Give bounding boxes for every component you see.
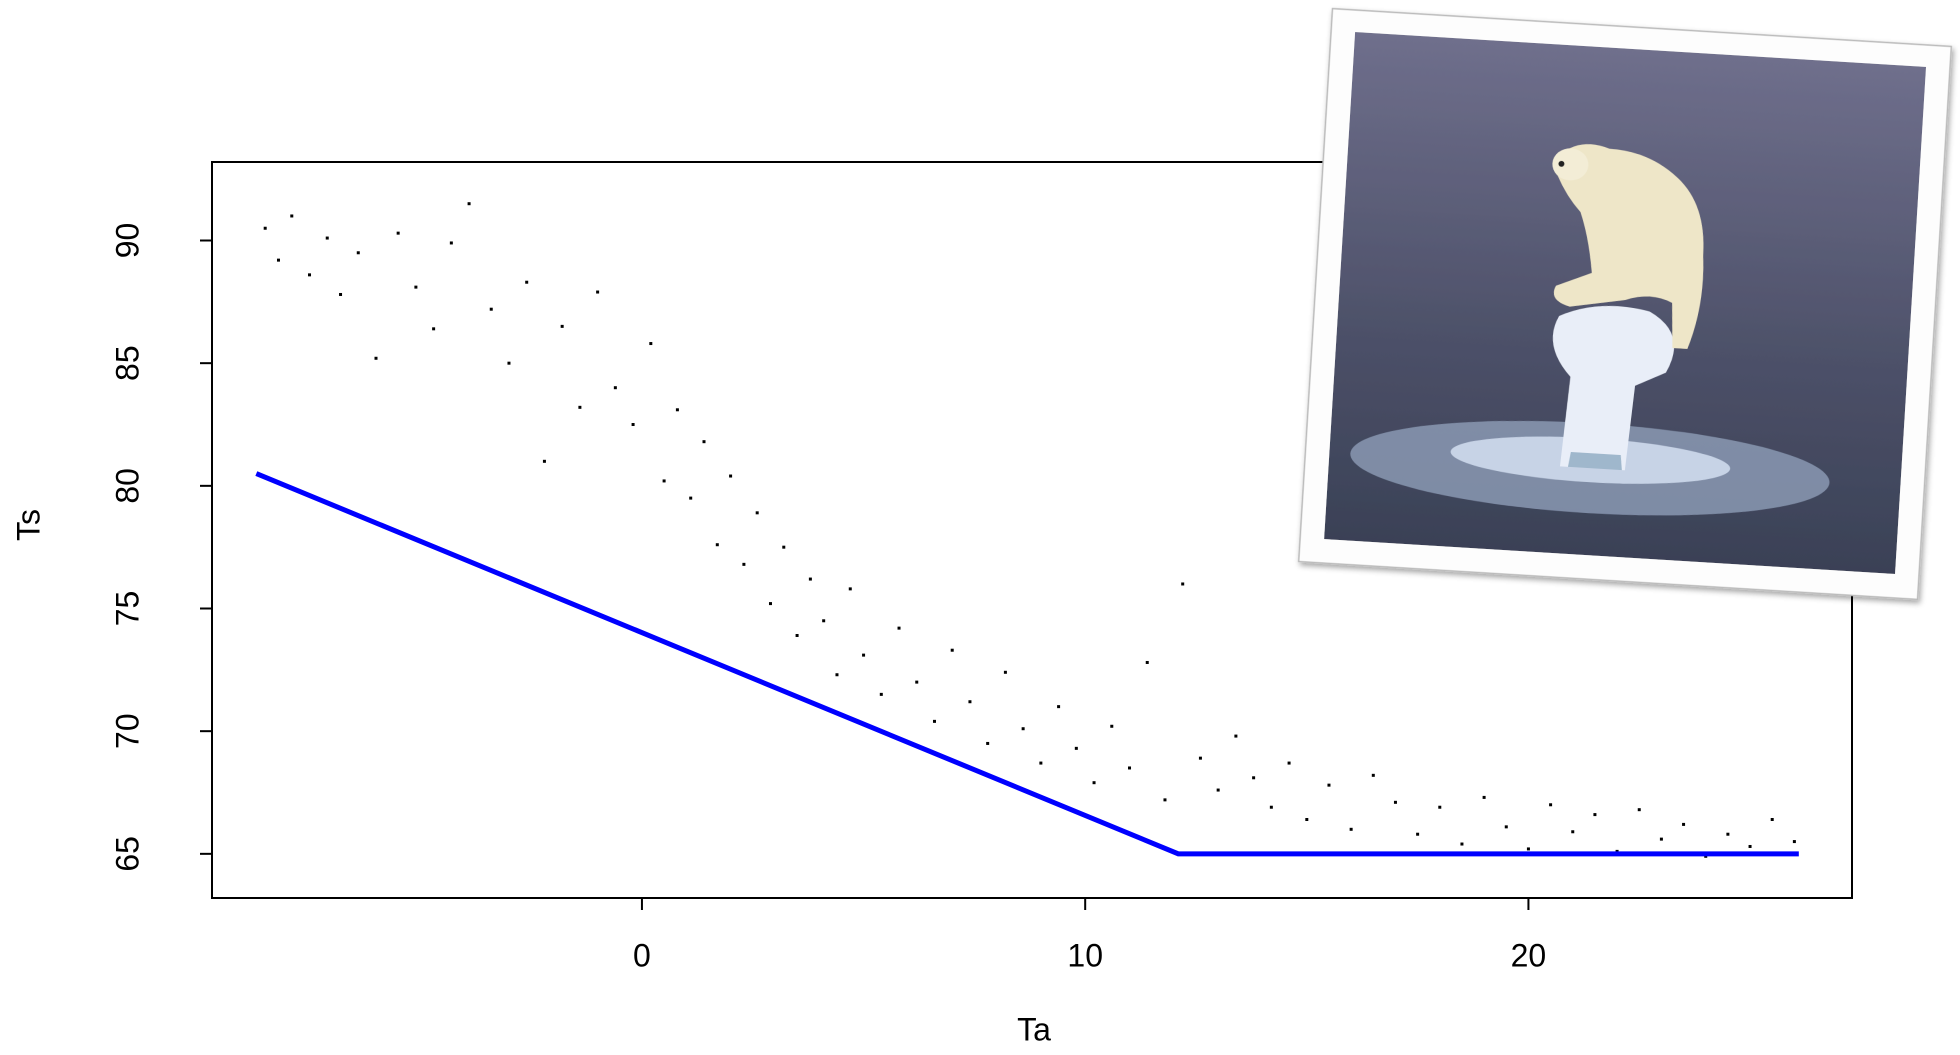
point <box>325 236 329 240</box>
point <box>290 214 294 218</box>
y-tick-label: 90 <box>109 223 145 259</box>
point <box>1181 582 1185 586</box>
point <box>675 408 679 412</box>
point <box>1770 817 1774 821</box>
x-tick-label: 20 <box>1511 937 1547 973</box>
point <box>915 680 919 684</box>
point <box>1092 781 1096 785</box>
point <box>1198 756 1202 760</box>
point <box>1057 705 1061 709</box>
point <box>1305 817 1309 821</box>
point <box>1526 847 1530 851</box>
point <box>339 292 343 296</box>
point <box>795 633 799 637</box>
point <box>1593 813 1597 817</box>
point <box>729 474 733 478</box>
point <box>808 577 812 581</box>
point <box>1287 761 1291 765</box>
point <box>263 226 267 230</box>
point <box>1039 761 1043 765</box>
point <box>768 602 772 606</box>
point <box>662 479 666 483</box>
point <box>1269 805 1273 809</box>
point <box>1504 825 1508 829</box>
point <box>715 543 719 547</box>
point <box>1234 734 1238 738</box>
plot-marks: 0 10 20 65 70 75 80 85 90 <box>109 202 1799 973</box>
y-tick-label: 85 <box>109 345 145 381</box>
point <box>1021 727 1025 731</box>
point <box>1003 670 1007 674</box>
point <box>1163 798 1167 802</box>
point <box>1659 837 1663 841</box>
point <box>897 626 901 630</box>
point <box>702 440 706 444</box>
point <box>1110 724 1114 728</box>
point <box>782 545 786 549</box>
point <box>432 327 436 331</box>
point <box>1371 773 1375 777</box>
y-tick-label: 70 <box>109 713 145 749</box>
point <box>1216 788 1220 792</box>
point <box>1438 805 1442 809</box>
point <box>986 741 990 745</box>
point <box>950 648 954 652</box>
point <box>1128 766 1132 770</box>
point <box>1482 795 1486 799</box>
point <box>742 562 746 566</box>
point <box>276 258 280 262</box>
point <box>631 423 635 427</box>
point <box>932 719 936 723</box>
x-axis-label: Ta <box>1017 1011 1051 1047</box>
y-tick-label: 65 <box>109 836 145 872</box>
x-tick-label: 0 <box>633 937 651 973</box>
point <box>374 356 378 360</box>
point <box>689 496 693 500</box>
point <box>1074 746 1078 750</box>
point <box>879 692 883 696</box>
point <box>1571 830 1575 834</box>
y-tick-label: 75 <box>109 591 145 627</box>
photo <box>1297 7 1953 601</box>
point <box>1349 827 1353 831</box>
point <box>1393 800 1397 804</box>
point <box>1145 660 1149 664</box>
point <box>356 251 360 255</box>
point <box>414 285 418 289</box>
y-tick-label: 80 <box>109 468 145 504</box>
point <box>822 619 826 623</box>
point <box>507 361 511 365</box>
point <box>1416 832 1420 836</box>
point <box>560 324 564 328</box>
point <box>1252 776 1256 780</box>
fit-line <box>255 471 1799 857</box>
point <box>1460 842 1464 846</box>
point <box>308 273 312 277</box>
point <box>596 290 600 294</box>
point <box>525 280 529 284</box>
point <box>1549 803 1553 807</box>
point <box>1726 832 1730 836</box>
point <box>613 386 617 390</box>
point <box>862 653 866 657</box>
y-axis-label: Ts <box>10 509 46 541</box>
point <box>649 342 653 346</box>
point <box>467 202 471 206</box>
point <box>542 459 546 463</box>
x-tick-label: 10 <box>1067 937 1103 973</box>
point <box>578 405 582 409</box>
point <box>848 587 852 591</box>
point <box>835 673 839 677</box>
point <box>755 511 759 515</box>
point <box>1748 844 1752 848</box>
point <box>1792 840 1796 844</box>
point <box>396 231 400 235</box>
point <box>449 241 453 245</box>
point <box>489 307 493 311</box>
point <box>1327 783 1331 787</box>
point <box>968 700 972 704</box>
point <box>1637 808 1641 812</box>
point <box>1682 822 1686 826</box>
